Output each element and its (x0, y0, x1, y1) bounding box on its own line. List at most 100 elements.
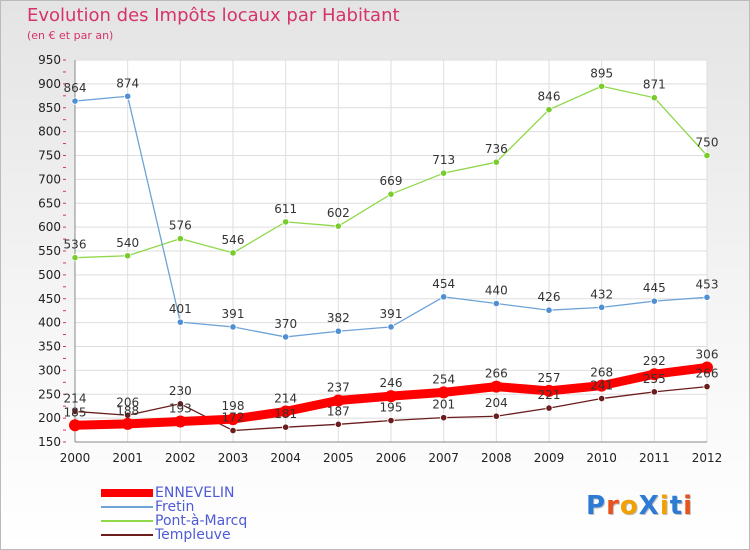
data-point (71, 97, 79, 105)
data-label: 266 (696, 367, 719, 381)
data-point (385, 390, 397, 403)
x-tick-label: 2004 (270, 451, 301, 465)
data-point (598, 82, 606, 90)
data-label: 255 (643, 372, 666, 386)
logo-letter: X (638, 491, 660, 521)
y-tick-label: 950 (38, 53, 61, 67)
y-tick-label: 900 (38, 77, 61, 91)
logo-letter: i (659, 491, 670, 521)
legend-swatch (101, 489, 153, 497)
data-label: 602 (327, 206, 350, 220)
data-point (650, 388, 658, 396)
data-label: 874 (116, 76, 139, 90)
legend-swatch (101, 520, 153, 522)
data-point (545, 306, 553, 314)
data-point (703, 293, 711, 301)
data-point (492, 299, 500, 308)
data-label: 432 (590, 287, 613, 301)
legend-label: ENNEVELIN (155, 485, 235, 501)
legend-item: Fretin (101, 499, 351, 515)
data-label: 401 (169, 302, 192, 316)
data-label: 172 (222, 411, 245, 425)
data-point (282, 333, 290, 341)
data-label: 195 (380, 401, 403, 415)
chart-subtitle: (en € et par an) (27, 29, 114, 42)
data-point (440, 293, 448, 301)
y-tick-label: 450 (38, 292, 61, 306)
data-point (124, 252, 132, 260)
data-point (279, 405, 292, 418)
data-point (648, 368, 661, 381)
y-tick-label: 600 (38, 220, 61, 234)
data-label: 864 (64, 81, 87, 95)
data-point (69, 419, 81, 432)
data-point (387, 190, 395, 198)
data-label: 382 (327, 311, 350, 325)
data-point (176, 234, 184, 243)
data-point (71, 407, 79, 416)
x-tick-label: 2000 (60, 451, 91, 465)
data-label: 188 (116, 404, 139, 418)
data-label: 257 (538, 371, 561, 385)
chart-legend: ENNEVELIN Fretin Pont-à-Marcq Templeuve (101, 485, 351, 543)
data-label: 201 (432, 398, 455, 412)
legend-swatch (101, 534, 153, 536)
data-point (229, 249, 237, 257)
data-label: 611 (274, 202, 297, 216)
data-point (332, 394, 345, 407)
data-point (229, 426, 237, 435)
data-label: 292 (643, 354, 666, 368)
data-label: 198 (222, 399, 245, 413)
y-tick-label: 550 (38, 244, 61, 258)
data-point (545, 404, 553, 412)
data-point (387, 323, 395, 331)
data-label: 237 (327, 380, 350, 394)
data-point (440, 414, 448, 422)
data-point (176, 318, 184, 326)
data-label: 221 (538, 388, 561, 402)
data-point (598, 303, 606, 311)
data-point (124, 92, 132, 100)
data-label: 181 (274, 407, 297, 421)
chart-title: Evolution des Impôts locaux par Habitant (27, 5, 400, 26)
data-label: 546 (222, 233, 245, 247)
data-label: 895 (590, 66, 613, 80)
data-label: 241 (590, 379, 613, 393)
data-label: 540 (116, 236, 139, 250)
data-point (174, 415, 187, 428)
data-label: 230 (169, 384, 192, 398)
data-label: 536 (64, 238, 87, 252)
y-tick-label: 750 (38, 149, 61, 163)
data-label: 187 (327, 404, 350, 418)
data-point (598, 394, 606, 403)
data-point (701, 361, 713, 374)
data-label: 750 (696, 136, 719, 150)
data-label: 214 (64, 391, 87, 405)
legend-item: Templeuve (101, 527, 351, 543)
data-label: 669 (380, 174, 403, 188)
data-point (387, 416, 395, 425)
y-tick-label: 700 (38, 172, 61, 186)
legend-item: Pont-à-Marcq (101, 513, 351, 529)
data-label: 426 (538, 290, 561, 304)
data-label: 246 (380, 376, 403, 390)
data-label: 391 (380, 307, 403, 321)
data-label: 193 (169, 401, 192, 415)
data-point (282, 218, 290, 226)
data-point (490, 380, 503, 393)
data-label: 214 (274, 391, 297, 405)
y-tick-label: 400 (38, 316, 61, 330)
y-tick-label: 150 (38, 435, 61, 449)
data-point (595, 379, 608, 392)
data-point (176, 400, 184, 408)
data-label: 736 (485, 142, 508, 156)
data-point (650, 94, 658, 102)
proxiti-logo: ProXiti (586, 491, 693, 521)
data-label: 370 (274, 317, 297, 331)
y-tick-label: 850 (38, 101, 61, 115)
logo-letter: P (586, 491, 607, 521)
legend-item: ENNEVELIN (101, 485, 351, 501)
data-label: 306 (696, 348, 719, 362)
data-label: 185 (64, 405, 87, 419)
